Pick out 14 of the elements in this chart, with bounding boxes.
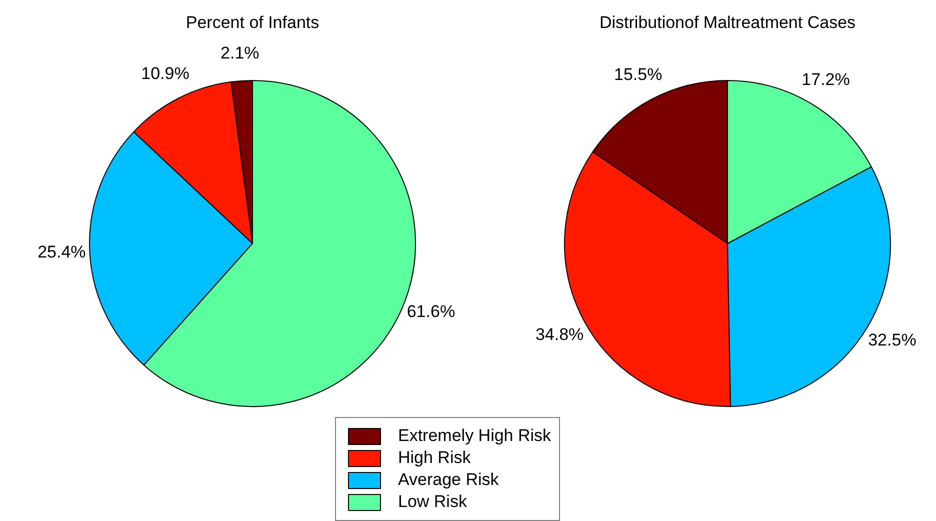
chart-title: Percent of Infants — [186, 13, 320, 32]
data-label: 61.6% — [406, 302, 456, 322]
data-label: 34.8% — [535, 324, 584, 344]
legend-label: Extremely High Risk — [398, 426, 552, 446]
data-label: 25.4% — [38, 242, 86, 262]
legend-label: Low Risk — [398, 492, 467, 512]
data-label: 15.5% — [614, 65, 662, 84]
chart-title: Distributionof Maltreatment Cases — [599, 13, 856, 32]
data-label: 17.2% — [802, 70, 850, 90]
legend-label: Average Risk — [398, 470, 499, 490]
data-label: 2.1% — [220, 43, 260, 62]
data-label: 10.9% — [141, 64, 190, 84]
data-label: 32.5% — [868, 330, 916, 350]
legend-label: High Risk — [398, 448, 471, 468]
